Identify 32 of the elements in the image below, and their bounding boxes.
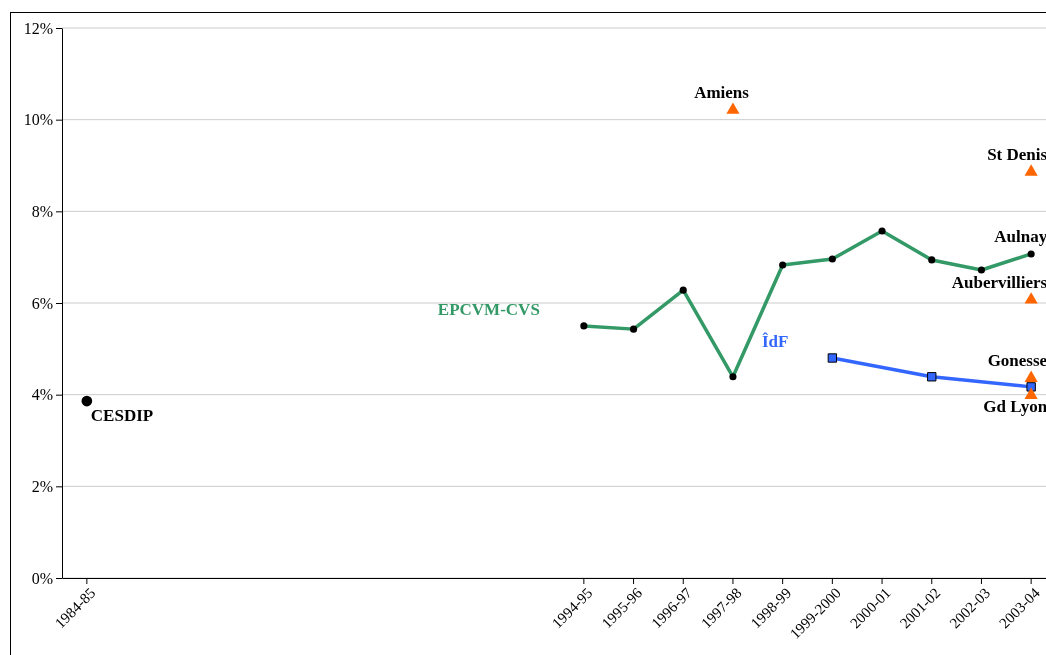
point — [629, 325, 638, 333]
annotation: CESDIP — [90, 406, 154, 426]
point — [1024, 164, 1038, 176]
point — [827, 353, 838, 363]
point — [1027, 250, 1035, 258]
point — [726, 102, 740, 114]
point — [729, 373, 737, 381]
y-tick-label: 8% — [31, 202, 53, 220]
point — [679, 286, 687, 294]
point — [928, 256, 936, 264]
annotation: Aubervilliers — [951, 272, 1046, 292]
point — [81, 395, 93, 407]
point — [1026, 382, 1036, 392]
y-tick-label: 6% — [31, 294, 53, 312]
y-tick-label: 12% — [23, 19, 53, 37]
text: ÎdF — [761, 332, 789, 351]
annotation: Amiens — [694, 83, 750, 103]
annotation: Gonesse — [987, 351, 1046, 371]
point — [927, 372, 937, 382]
y-tick-label: 4% — [31, 386, 53, 404]
text: EPCVM-CVS — [437, 299, 540, 319]
annotation: St Denis — [987, 144, 1046, 164]
point — [977, 266, 986, 274]
point — [779, 261, 787, 269]
y-tick-label: 10% — [23, 111, 53, 129]
point — [1024, 292, 1038, 304]
y-tick-label: 2% — [31, 477, 53, 495]
point — [828, 255, 836, 263]
y-tick-label: 0% — [31, 569, 53, 587]
point — [878, 227, 886, 235]
annotation: Gd Lyon — [983, 397, 1046, 417]
point — [580, 322, 588, 330]
